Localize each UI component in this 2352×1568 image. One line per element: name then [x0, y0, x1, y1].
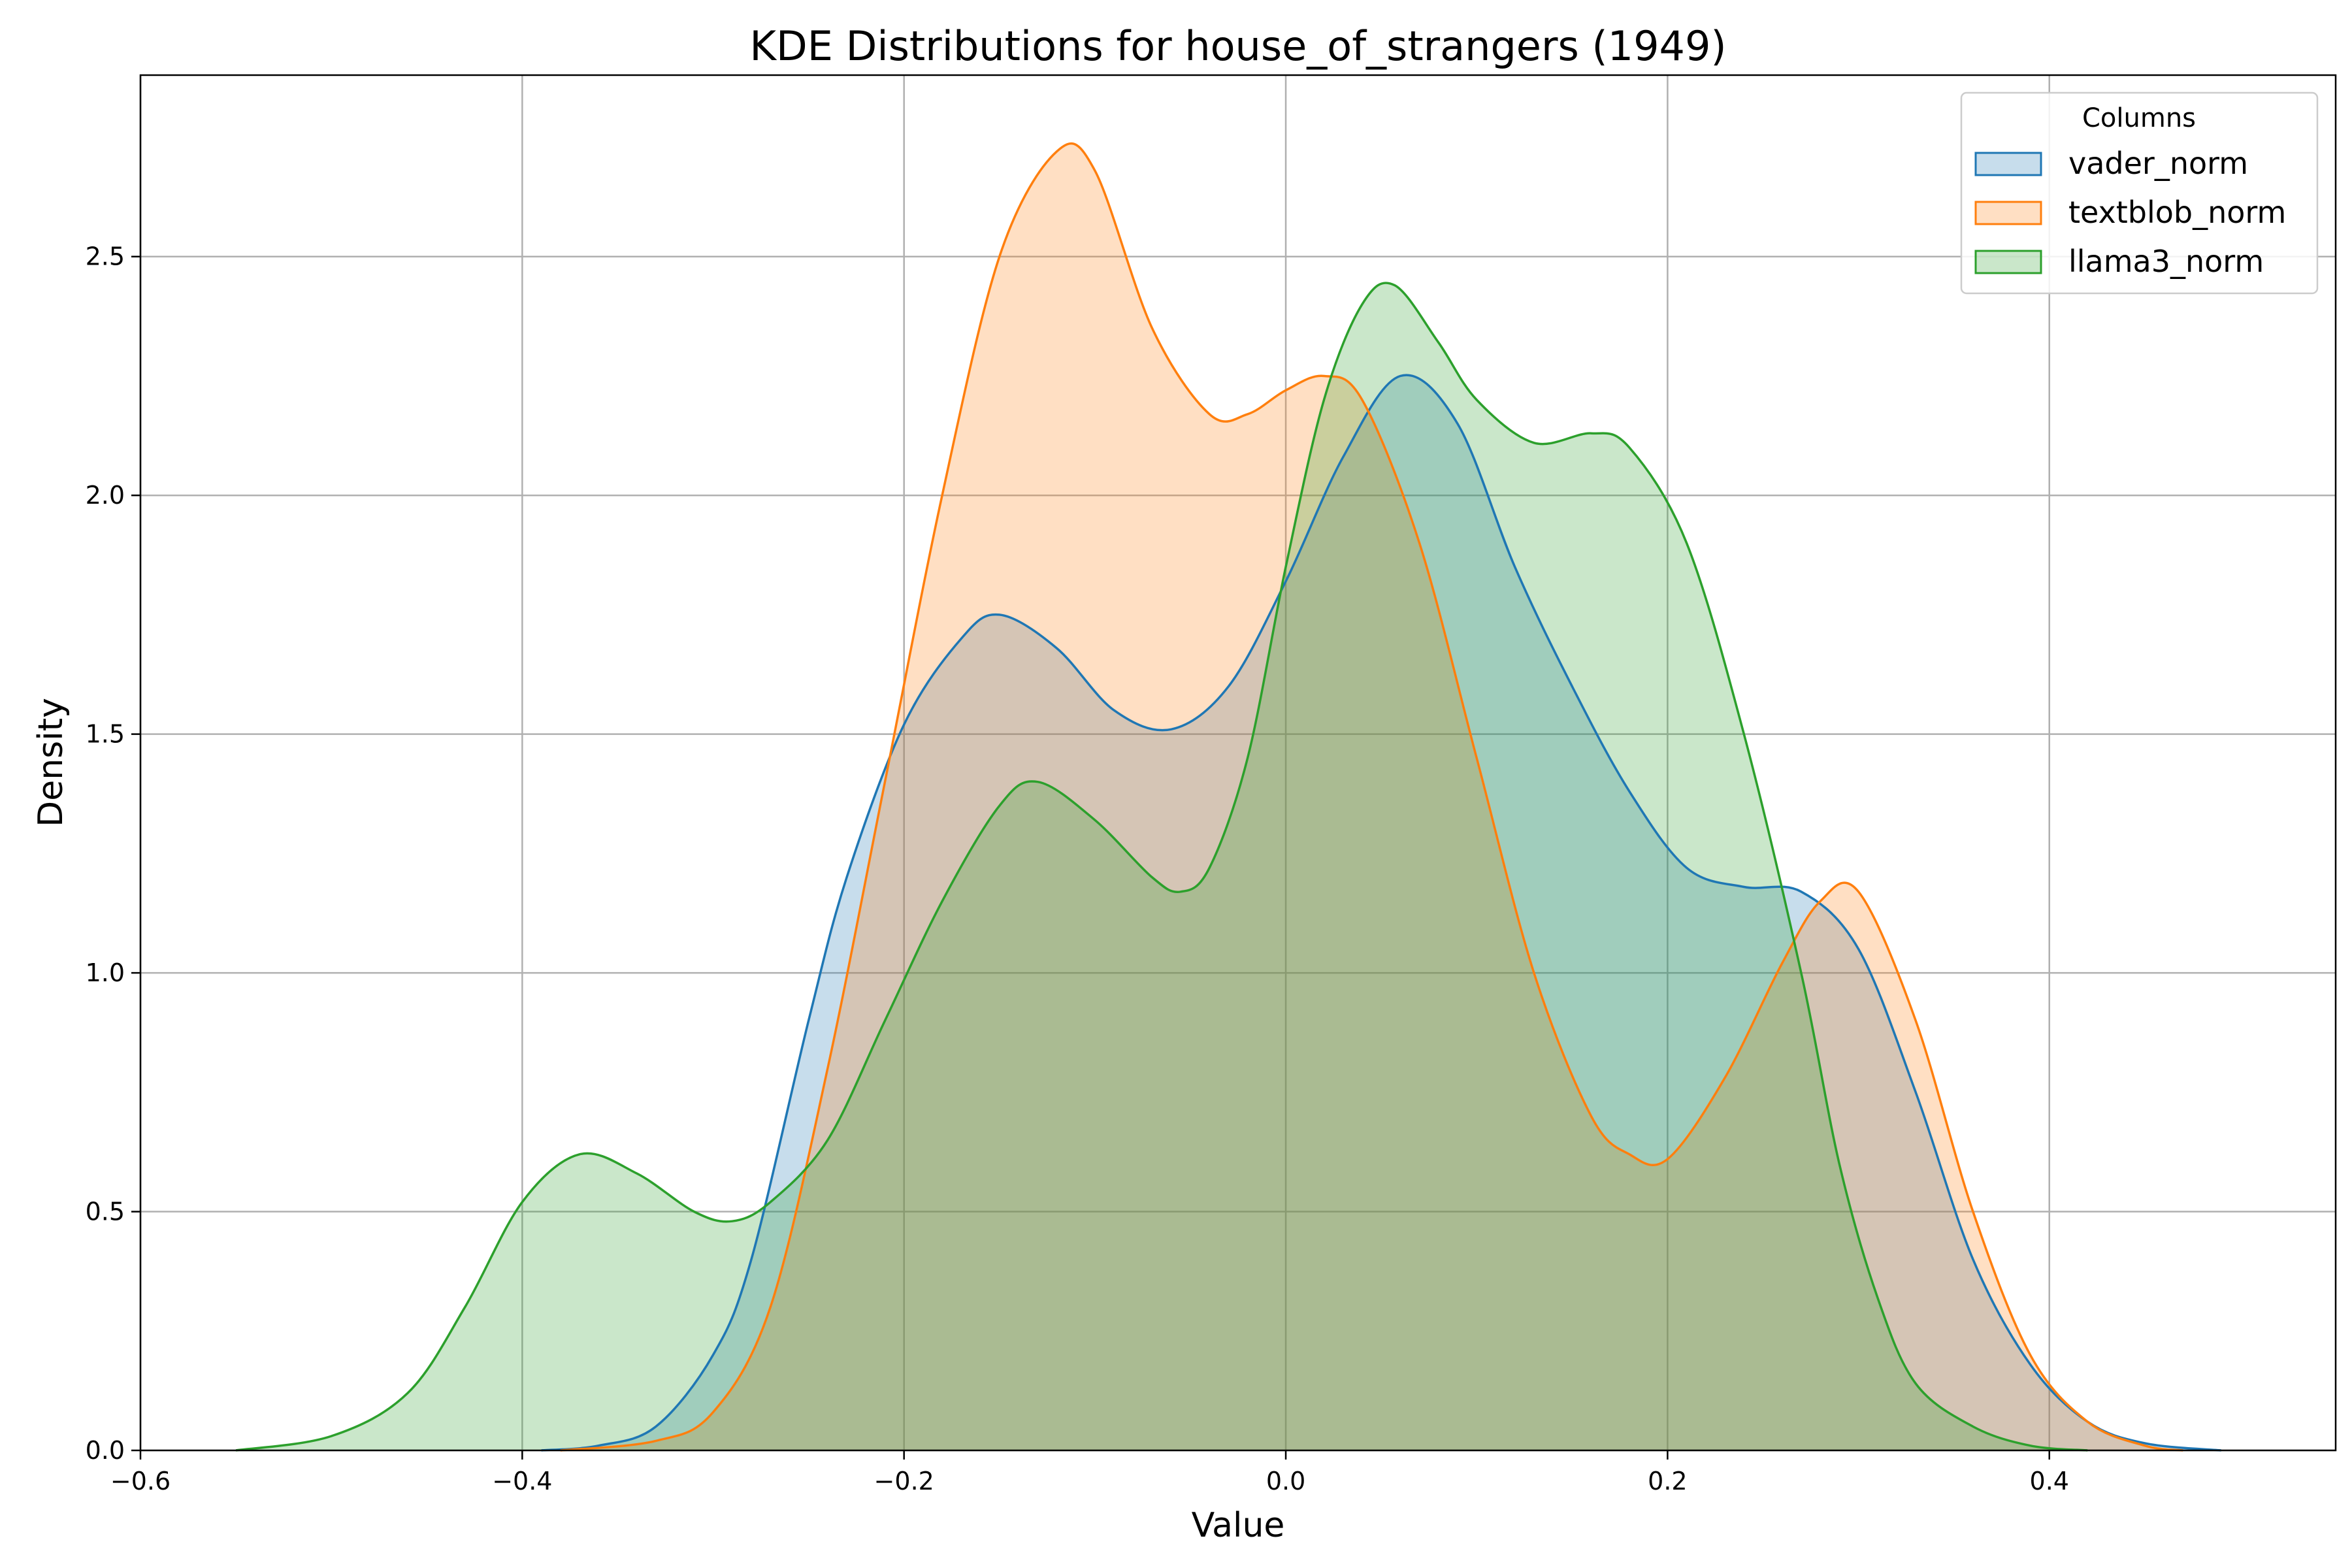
legend-swatch: [1974, 250, 2042, 274]
legend: Columns vader_norm textblob_norm llama3_no…: [1960, 91, 2319, 295]
y-tick-label: 2.5: [86, 242, 125, 271]
legend-box: [1960, 91, 2319, 295]
legend-label: textblob_norm: [2068, 195, 2286, 230]
x-tick-label: 0.4: [2030, 1467, 2069, 1495]
legend-title: Columns: [2082, 103, 2196, 133]
y-axis-label: Density: [31, 698, 71, 827]
grid-lines: [139, 75, 2336, 1452]
legend-label: vader_norm: [2068, 146, 2248, 181]
legend-item-vader-norm: vader_norm: [1974, 146, 2248, 181]
y-tick-label: 0.0: [86, 1436, 125, 1465]
x-tick-label: 0.2: [1648, 1467, 1687, 1495]
density-areas: [236, 143, 2221, 1451]
legend-item-llama3-norm: llama3_norm: [1974, 244, 2264, 279]
y-tick-label: 0.5: [86, 1198, 125, 1226]
x-axis-label: Value: [1192, 1506, 1285, 1545]
legend-label: llama3_norm: [2068, 244, 2264, 279]
x-tick-label: −0.2: [874, 1467, 934, 1495]
legend-swatch: [1974, 152, 2042, 176]
line-llama3-norm: [235, 282, 2088, 1452]
legend-swatch: [1974, 201, 2042, 225]
x-tick-label: −0.4: [492, 1467, 552, 1495]
line-textblob-norm: [560, 142, 2183, 1452]
y-tick-label: 1.0: [86, 958, 125, 987]
density-lines: [235, 142, 2221, 1452]
line-vader-norm: [541, 374, 2221, 1452]
legend-item-textblob-norm: textblob_norm: [1974, 195, 2286, 230]
y-axis-ticks: 0.0 0.5 1.0 1.5 2.0 2.5: [86, 242, 140, 1465]
x-tick-label: −0.6: [110, 1467, 171, 1495]
area-llama3-norm: [236, 282, 2088, 1450]
area-vader-norm: [541, 375, 2221, 1450]
y-tick-label: 1.5: [86, 720, 125, 749]
x-axis-ticks: −0.6 −0.4 −0.2 0.0 0.2 0.4: [110, 1450, 2069, 1495]
plot-frame: [139, 74, 2337, 1452]
x-tick-label: 0.0: [1266, 1467, 1305, 1495]
area-textblob-norm: [560, 143, 2183, 1451]
y-tick-label: 2.0: [86, 481, 125, 510]
chart-title: KDE Distributions for house_of_strangers…: [749, 22, 1726, 70]
legend-items: vader_norm textblob_norm llama3_norm: [1974, 146, 2286, 279]
